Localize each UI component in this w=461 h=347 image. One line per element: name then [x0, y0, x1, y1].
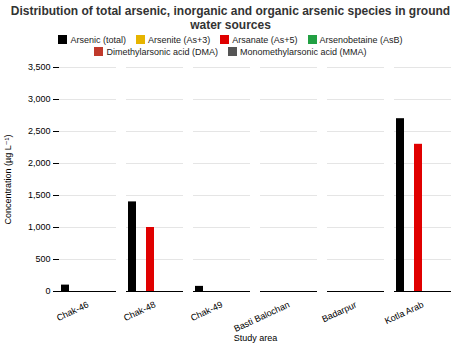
html-text:Arsenic (total): Arsenic (total): [70, 35, 126, 45]
svg-text:1,500: 1,500: [28, 190, 51, 200]
svg-text:500: 500: [35, 254, 50, 264]
html-text:Arsenobetaine (AsB): Arsenobetaine (AsB): [319, 35, 403, 45]
svg-text:Basti Balochan: Basti Balochan: [232, 299, 291, 333]
svg-text:3,500: 3,500: [28, 62, 51, 72]
html-text:Arsanate (As+5): Arsanate (As+5): [232, 35, 298, 45]
svg-text:Chak-48: Chak-48: [122, 299, 157, 322]
svg-text:2,000: 2,000: [28, 158, 51, 168]
svg-text:Concentration (µg L⁻¹): Concentration (µg L⁻¹): [3, 135, 13, 225]
svg-text:2,500: 2,500: [28, 126, 51, 136]
svg-text:Chak-46: Chak-46: [55, 299, 90, 322]
svg-text:0: 0: [45, 286, 50, 296]
svg-text:Chak-49: Chak-49: [189, 299, 224, 322]
svg-text:Study area: Study area: [234, 333, 278, 343]
html-text:Distribution of total arsenic,: Distribution of total arsenic, inorganic…: [10, 4, 451, 32]
html-text:Arsenite (As+3): Arsenite (As+3): [148, 35, 211, 45]
html-text:Dimethylarsonic acid (DMA): Dimethylarsonic acid (DMA): [106, 47, 218, 57]
svg-text:3,000: 3,000: [28, 94, 51, 104]
html-text:Monomethylarsonic acid (MMA): Monomethylarsonic acid (MMA): [240, 47, 367, 57]
svg-text:Badarpur: Badarpur: [320, 299, 358, 324]
svg-text:1,000: 1,000: [28, 222, 51, 232]
svg-text:Kotla Arab: Kotla Arab: [383, 299, 425, 326]
